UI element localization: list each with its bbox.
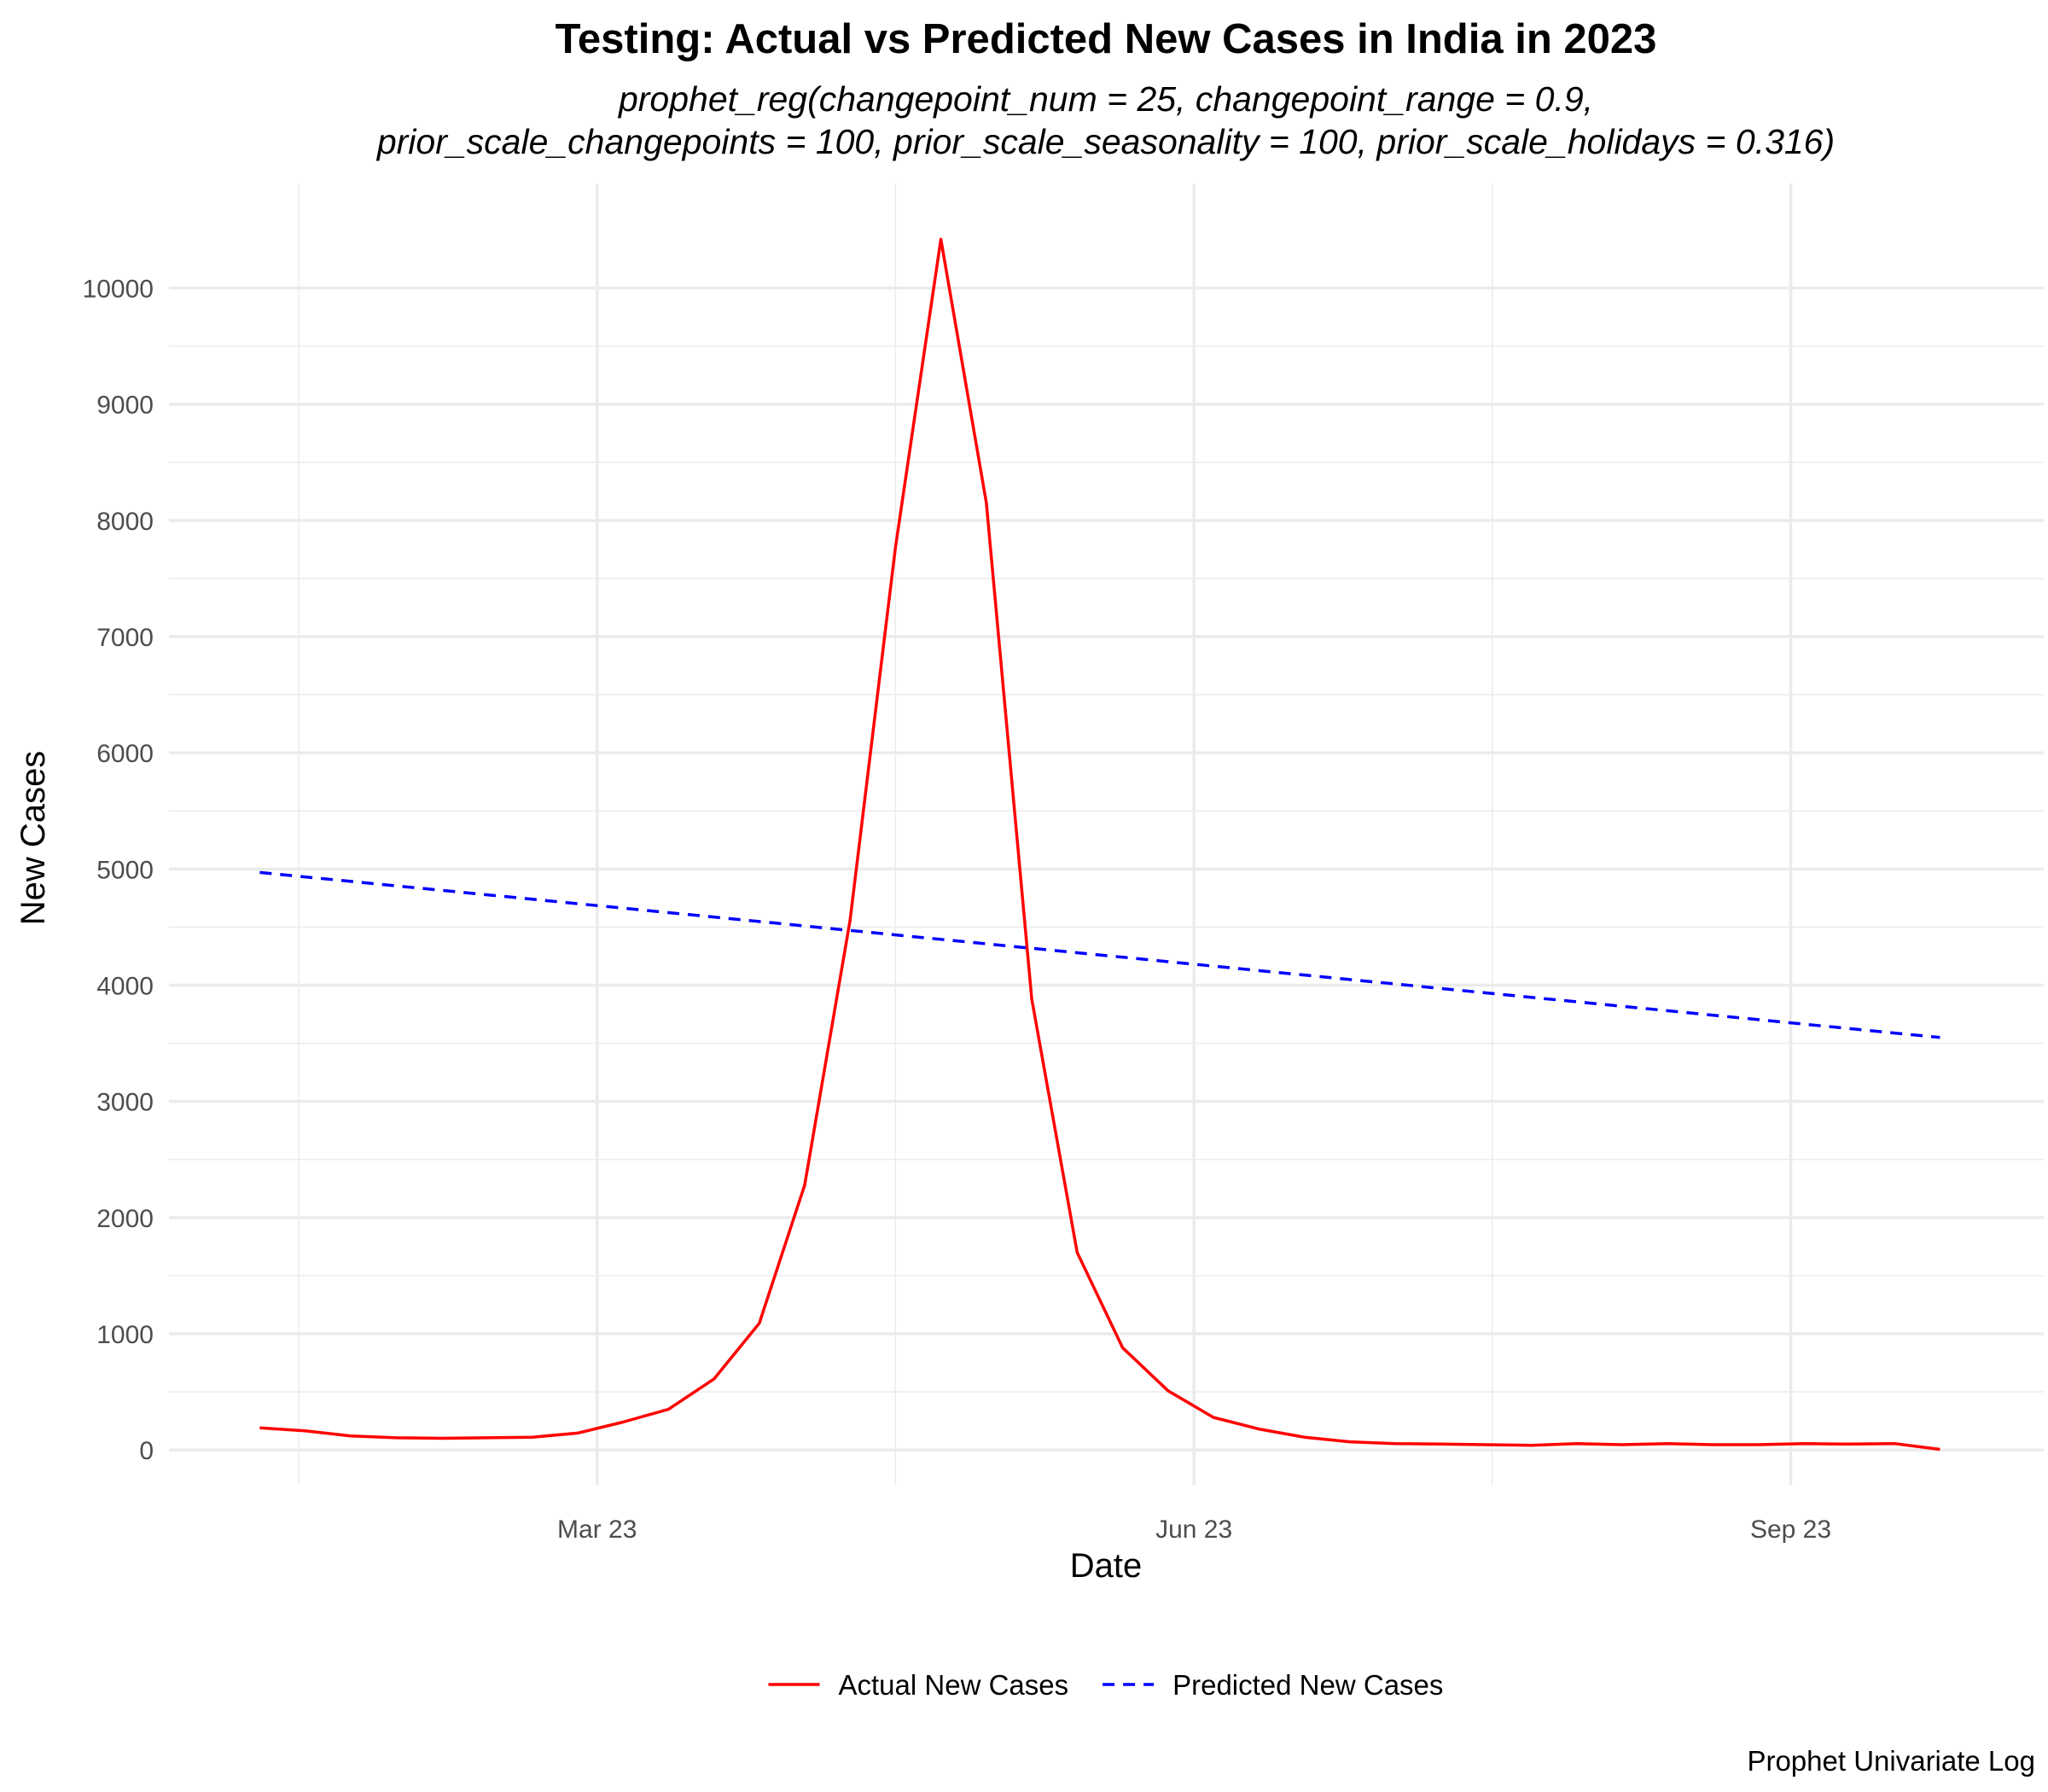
y-tick-label: 9000 <box>96 392 154 420</box>
y-tick-label: 4000 <box>96 973 154 1001</box>
legend-label: Predicted New Cases <box>1172 1669 1443 1701</box>
y-tick-label: 8000 <box>96 508 154 536</box>
y-tick-label: 0 <box>139 1437 154 1465</box>
legend: Actual New Cases Predicted New Cases <box>768 1669 1443 1701</box>
x-axis-title: Date <box>1070 1547 1143 1585</box>
y-tick-label: 3000 <box>96 1089 154 1117</box>
chart-title: Testing: Actual vs Predicted New Cases i… <box>556 16 1657 62</box>
gridlines <box>169 183 2044 1485</box>
legend-item-2: Predicted New Cases <box>1103 1669 1443 1701</box>
y-tick-label: 6000 <box>96 740 154 768</box>
y-tick-label: 1000 <box>96 1321 154 1349</box>
y-tick-label: 10000 <box>83 276 154 304</box>
series-line-1 <box>259 237 1940 1452</box>
x-axis-ticks: Mar 23 Jun 23 Sep 23 <box>557 1516 1831 1544</box>
chart-subtitle-line-2: prior_scale_changepoints = 100, prior_sc… <box>375 122 1835 161</box>
y-tick-label: 5000 <box>96 856 154 884</box>
series-line-2 <box>259 870 1940 1039</box>
legend-label: Actual New Cases <box>839 1669 1069 1701</box>
x-tick-label: Mar 23 <box>557 1516 637 1544</box>
legend-item-1: Actual New Cases <box>768 1669 1069 1701</box>
chart-subtitle-line-1: prophet_reg(changepoint_num = 25, change… <box>617 79 1593 119</box>
chart-caption: Prophet Univariate Log <box>1747 1745 2035 1777</box>
y-axis-ticks: 0 1000 2000 3000 4000 5000 6000 7000 8000 9000 100… <box>83 276 154 1466</box>
x-tick-label: Sep 23 <box>1750 1516 1831 1544</box>
x-tick-label: Jun 23 <box>1155 1516 1232 1544</box>
y-tick-label: 7000 <box>96 624 154 652</box>
y-tick-label: 2000 <box>96 1205 154 1233</box>
y-axis-title: New Cases <box>15 751 52 926</box>
series-lines <box>259 237 1940 1452</box>
